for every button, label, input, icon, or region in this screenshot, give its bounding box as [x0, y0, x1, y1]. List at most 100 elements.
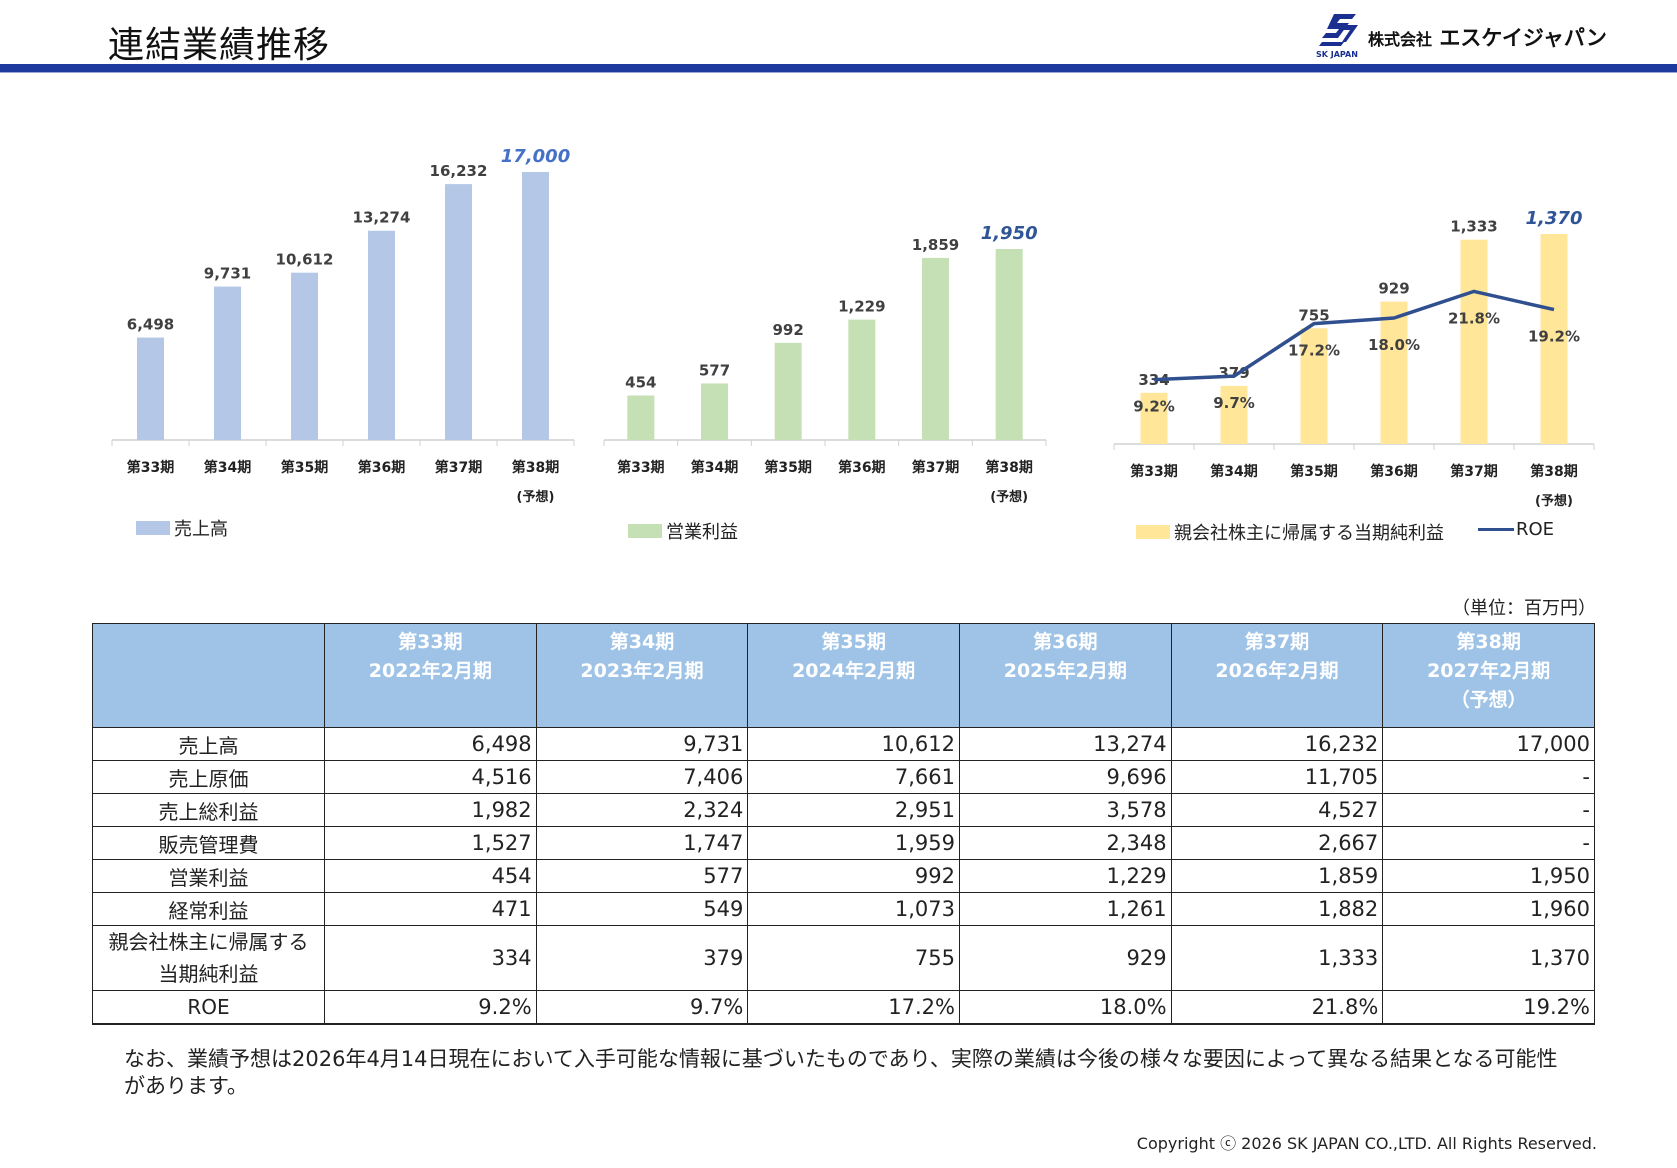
- table-cell: 6,498: [324, 727, 537, 761]
- bar-data-label: 16,232: [430, 162, 488, 180]
- net-income-roe-chart: 334 第33期 379 第34期 755 第35期 929 第36期 1,333 第37期 1,3…: [1113, 208, 1595, 509]
- table-row: 売上高 6,498 9,731 10,612 13,274 16,232 17,…: [92, 727, 1595, 761]
- row-label: 売上原価: [92, 760, 325, 794]
- table-cell: 21.8%: [1170, 990, 1384, 1025]
- table-header-cell: 第34期 2023年2月期: [535, 623, 749, 728]
- header-year: 2024年2月期: [792, 660, 916, 682]
- table-row: ROE 9.2% 9.7% 17.2% 18.0% 21.8% 19.2%: [92, 990, 1595, 1025]
- table-cell: 1,370: [1382, 925, 1595, 991]
- bar-data-label: 929: [1378, 280, 1409, 298]
- row-label: 販売管理費: [92, 826, 325, 860]
- header-period: 第37期: [1244, 631, 1310, 653]
- header-period: 第38期: [1456, 631, 1521, 653]
- header-year: 2023年2月期: [580, 660, 704, 682]
- sales-chart: 6,498 第33期 9,731 第34期 10,612 第35期 13,274 第36期 16…: [111, 146, 575, 505]
- chart-bar: [291, 272, 318, 440]
- row-label: 経常利益: [92, 892, 325, 926]
- x-tick-label: 第36期: [838, 459, 885, 476]
- x-tick-note: (予想): [1535, 493, 1573, 509]
- table-cell: 4,516: [324, 760, 537, 794]
- chart-bar: [368, 230, 395, 440]
- bar-data-label: 454: [625, 374, 656, 392]
- table-cell: 2,348: [958, 826, 1172, 860]
- table-cell: 7,406: [535, 760, 749, 794]
- x-tick-label: 第36期: [1370, 463, 1417, 480]
- table-cell: 9.2%: [324, 990, 537, 1025]
- table-cell: 1,960: [1382, 892, 1595, 926]
- row-label: 売上総利益: [92, 793, 325, 827]
- x-tick-note: (予想): [990, 489, 1028, 505]
- x-tick-label: 第38期: [985, 459, 1032, 476]
- table-cell: 1,882: [1170, 892, 1384, 926]
- header-year: 2026年2月期: [1215, 660, 1339, 682]
- chart-bar: [848, 319, 876, 440]
- table-cell: 19.2%: [1382, 990, 1595, 1025]
- chart-bar: [445, 184, 472, 440]
- table-header-cell: 第35期 2024年2月期: [747, 623, 960, 728]
- table-row: 経常利益 471 549 1,073 1,261 1,882 1,960: [92, 892, 1595, 926]
- bar-data-label: 1,950: [981, 223, 1038, 244]
- x-tick-label: 第37期: [1450, 463, 1497, 480]
- roe-data-label: 17.2%: [1288, 342, 1340, 360]
- x-tick-label: 第33期: [1130, 463, 1177, 480]
- header-note: （予想）: [1450, 689, 1527, 711]
- table-header-cell: 第33期 2022年2月期: [324, 623, 537, 728]
- chart-bar: [1460, 239, 1488, 444]
- table-cell: 10,612: [747, 727, 960, 761]
- x-tick-label: 第35期: [281, 459, 328, 476]
- header-year: 2022年2月期: [368, 660, 492, 682]
- table-cell: 334: [324, 925, 537, 991]
- bar-data-label: 755: [1298, 306, 1329, 324]
- x-tick-label: 第38期: [1530, 463, 1577, 480]
- table-cell: 9.7%: [535, 990, 749, 1025]
- net-income-legend-label: 親会社株主に帰属する当期純利益: [1174, 523, 1444, 544]
- chart-bar: [701, 383, 728, 440]
- chart-bar: [1380, 301, 1408, 444]
- bar-data-label: 10,612: [276, 251, 334, 269]
- table-cell: 471: [324, 892, 537, 926]
- roe-legend: ROE: [1478, 519, 1554, 540]
- chart-bar: [922, 257, 949, 440]
- table-cell: 1,073: [747, 892, 960, 926]
- company-name: 株式会社 エスケイジャパン: [1368, 22, 1607, 52]
- x-tick-label: 第37期: [435, 459, 482, 476]
- chart-bar: [1300, 328, 1328, 444]
- table-cell: 16,232: [1170, 727, 1384, 761]
- roe-data-label: 21.8%: [1448, 309, 1500, 327]
- net-income-legend-swatch: [1136, 525, 1170, 539]
- header-period: 第34期: [609, 631, 675, 653]
- x-tick-label: 第33期: [127, 459, 174, 476]
- table-cell: 549: [535, 892, 749, 926]
- table-header-row: 第33期 2022年2月期 第34期 2023年2月期 第35期 2024年2月期 第…: [92, 623, 1595, 728]
- table-cell: 929: [958, 925, 1172, 991]
- title-rule-thin: [0, 72, 1677, 73]
- header-period: 第33期: [398, 631, 463, 653]
- roe-legend-label: ROE: [1516, 519, 1555, 540]
- table-cell: 1,229: [958, 859, 1172, 893]
- roe-data-label: 18.0%: [1368, 336, 1420, 354]
- unit-note: （単位：百万円）: [1452, 598, 1596, 619]
- table-cell: 4,527: [1170, 793, 1384, 827]
- x-tick-label: 第38期: [512, 459, 559, 476]
- table-row: 売上原価 4,516 7,406 7,661 9,696 11,705 -: [92, 760, 1595, 794]
- roe-data-label: 19.2%: [1528, 328, 1580, 346]
- table-cell: 17.2%: [747, 990, 960, 1025]
- bar-data-label: 1,859: [912, 236, 959, 254]
- table-cell: 11,705: [1170, 760, 1384, 794]
- table-cell: 7,661: [747, 760, 960, 794]
- chart-bar: [1220, 385, 1248, 444]
- x-tick-label: 第34期: [204, 459, 251, 476]
- x-tick-label: 第33期: [617, 459, 664, 476]
- row-label: ROE: [92, 990, 325, 1025]
- x-tick-note: (予想): [517, 489, 555, 505]
- table-cell: 2,667: [1170, 826, 1384, 860]
- page-title: 連結業績推移: [108, 25, 331, 66]
- table-cell: 1,950: [1382, 859, 1595, 893]
- x-tick-label: 第37期: [912, 459, 959, 476]
- table-cell: 9,696: [958, 760, 1172, 794]
- logo-sub-text: SK JAPAN: [1316, 50, 1358, 59]
- table-cell: -: [1382, 760, 1595, 794]
- table-cell: 1,261: [958, 892, 1172, 926]
- roe-data-label: 9.7%: [1213, 394, 1255, 412]
- bar-data-label: 379: [1218, 364, 1249, 382]
